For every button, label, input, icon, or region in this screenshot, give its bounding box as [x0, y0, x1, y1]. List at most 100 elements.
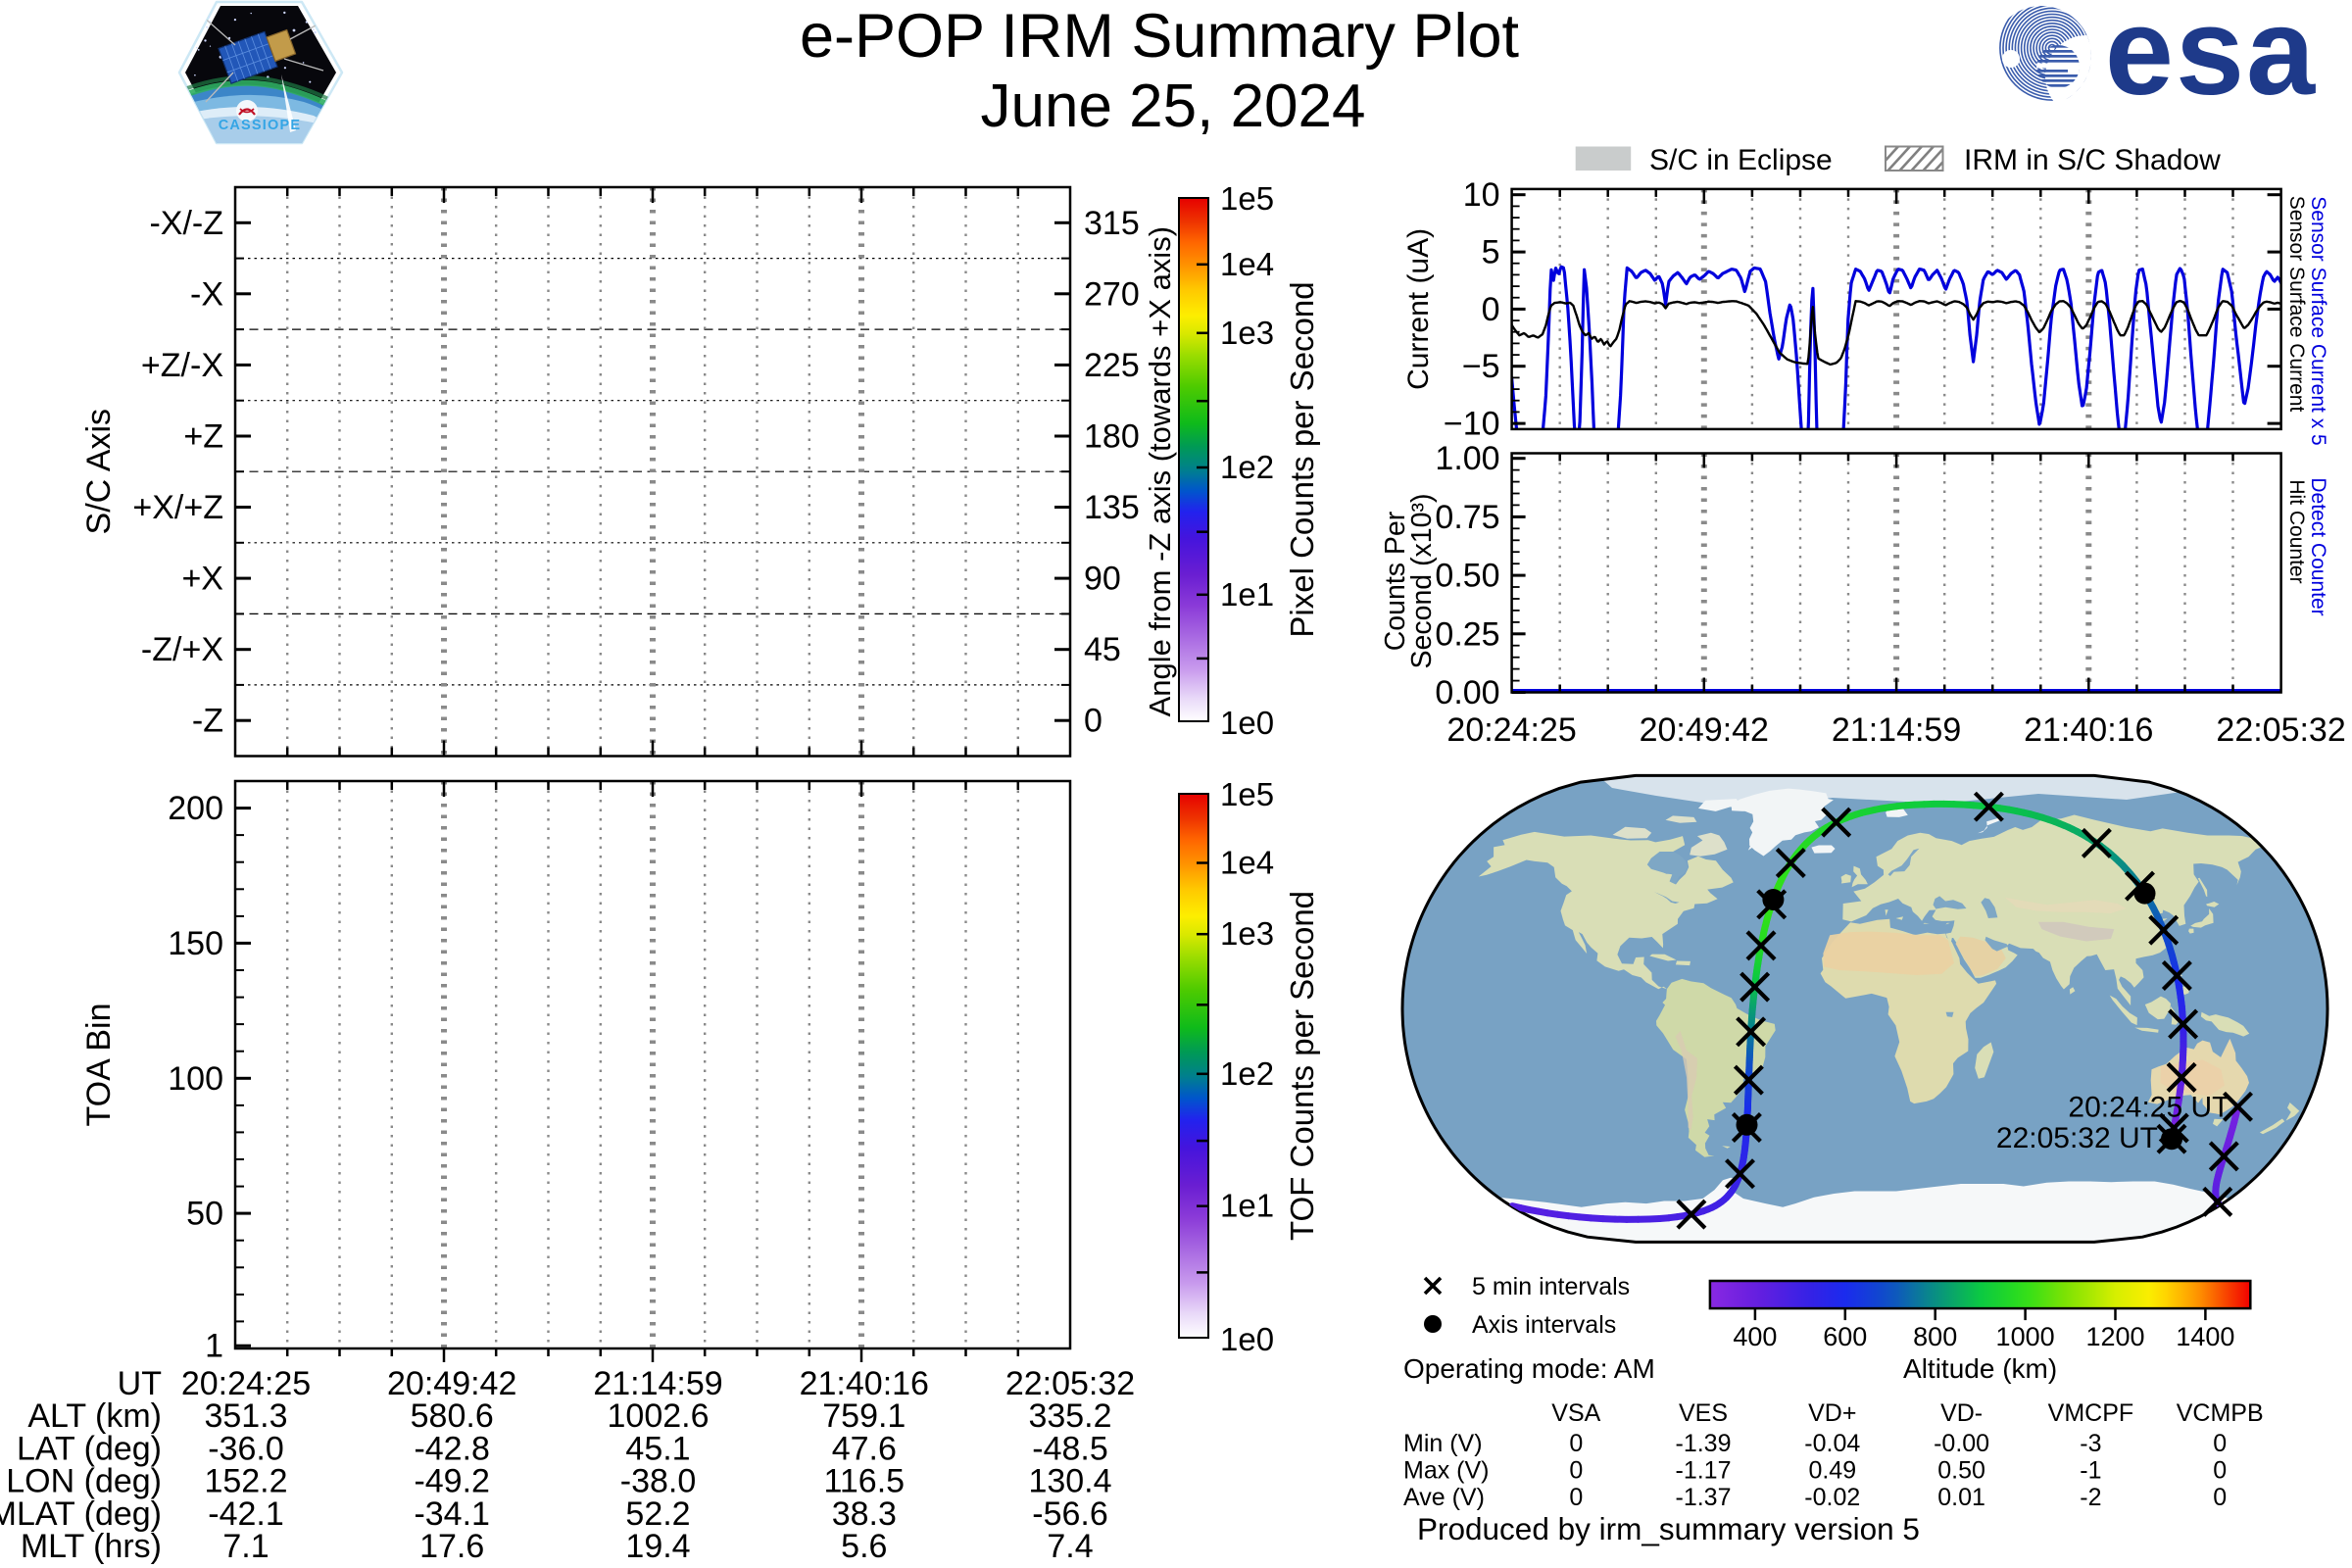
svg-text:1.00: 1.00 [1435, 440, 1499, 477]
svg-text:5.6: 5.6 [841, 1528, 887, 1565]
svg-text:S/C in Eclipse: S/C in Eclipse [1649, 144, 1833, 176]
svg-text:0.25: 0.25 [1435, 615, 1499, 653]
svg-text:-56.6: -56.6 [1032, 1495, 1108, 1533]
svg-text:UT: UT [118, 1365, 162, 1402]
svg-text:200: 200 [168, 790, 223, 827]
svg-text:-1: -1 [2080, 1457, 2101, 1485]
svg-text:-Z: -Z [192, 703, 223, 740]
svg-text:0: 0 [1569, 1484, 1583, 1511]
svg-text:+Z/-X: +Z/-X [141, 347, 223, 384]
svg-text:225: 225 [1084, 347, 1140, 384]
svg-text:-36.0: -36.0 [208, 1430, 284, 1467]
svg-text:−10: −10 [1444, 406, 1500, 443]
svg-text:Angle from -Z axis (towards +X: Angle from -Z axis (towards +X axis) [1143, 226, 1177, 716]
svg-text:Produced by irm_summary versio: Produced by irm_summary version 5 [1417, 1511, 1920, 1546]
svg-text:1e0: 1e0 [1220, 705, 1274, 741]
svg-text:VD+: VD+ [1808, 1399, 1856, 1427]
svg-text:VES: VES [1679, 1399, 1728, 1427]
svg-text:+X/+Z: +X/+Z [132, 489, 223, 526]
svg-text:-42.1: -42.1 [208, 1495, 284, 1533]
svg-text:-X: -X [190, 275, 223, 313]
svg-text:Counts Per: Counts Per [1380, 511, 1411, 651]
svg-text:Current (uA): Current (uA) [1402, 228, 1435, 390]
svg-text:Operating mode: AM: Operating mode: AM [1403, 1353, 1655, 1384]
svg-text:Sensor Surface Current x 5: Sensor Surface Current x 5 [2307, 196, 2329, 445]
svg-text:June 25, 2024: June 25, 2024 [980, 73, 1365, 140]
svg-text:-0.00: -0.00 [1934, 1430, 1989, 1457]
svg-text:-3: -3 [2080, 1430, 2101, 1457]
svg-text:0: 0 [2213, 1430, 2227, 1457]
svg-text:-1.37: -1.37 [1676, 1484, 1732, 1511]
svg-text:7.4: 7.4 [1047, 1528, 1093, 1565]
svg-text:1e0: 1e0 [1220, 1321, 1274, 1357]
svg-text:152.2: 152.2 [204, 1463, 287, 1500]
svg-text:1: 1 [205, 1328, 223, 1365]
svg-text:0.50: 0.50 [1435, 558, 1499, 595]
svg-text:Altitude (km): Altitude (km) [1903, 1353, 2057, 1384]
svg-text:-38.0: -38.0 [620, 1463, 697, 1500]
svg-text:1e5: 1e5 [1220, 776, 1274, 812]
svg-text:-X/-Z: -X/-Z [149, 205, 223, 242]
svg-text:21:14:59: 21:14:59 [593, 1365, 722, 1402]
svg-text:LON (deg): LON (deg) [6, 1463, 162, 1500]
svg-text:0.75: 0.75 [1435, 499, 1499, 536]
svg-text:17.6: 17.6 [419, 1528, 484, 1565]
svg-text:351.3: 351.3 [204, 1397, 287, 1435]
svg-text:22:05:32: 22:05:32 [1005, 1365, 1135, 1402]
svg-text:1200: 1200 [2085, 1322, 2144, 1351]
svg-text:0: 0 [1084, 703, 1102, 740]
svg-text:1002.6: 1002.6 [608, 1397, 710, 1435]
svg-text:-49.2: -49.2 [414, 1463, 490, 1500]
svg-text:1e4: 1e4 [1220, 246, 1274, 282]
svg-text:0: 0 [1569, 1430, 1583, 1457]
svg-text:47.6: 47.6 [832, 1430, 897, 1467]
svg-text:1e2: 1e2 [1220, 449, 1274, 485]
svg-text:1e2: 1e2 [1220, 1055, 1274, 1092]
svg-text:1e3: 1e3 [1220, 315, 1274, 351]
svg-text:1e3: 1e3 [1220, 915, 1274, 952]
svg-text:-48.5: -48.5 [1032, 1430, 1108, 1467]
svg-text:50: 50 [186, 1196, 223, 1233]
svg-text:TOF Counts per Second: TOF Counts per Second [1284, 891, 1320, 1241]
svg-text:21:40:16: 21:40:16 [800, 1365, 929, 1402]
svg-text:esa: esa [2105, 0, 2317, 121]
svg-text:1e1: 1e1 [1220, 576, 1274, 612]
svg-text:20:24:25: 20:24:25 [181, 1365, 311, 1402]
svg-text:10: 10 [1463, 176, 1500, 214]
svg-text:ALT (km): ALT (km) [27, 1397, 162, 1435]
svg-text:1e4: 1e4 [1220, 845, 1274, 881]
svg-text:-2: -2 [2080, 1484, 2101, 1511]
svg-text:0.50: 0.50 [1937, 1457, 1985, 1485]
svg-text:580.6: 580.6 [411, 1397, 494, 1435]
svg-text:130.4: 130.4 [1028, 1463, 1111, 1500]
svg-text:20:24:25 UT: 20:24:25 UT [2068, 1091, 2230, 1123]
svg-text:S/C Axis: S/C Axis [80, 409, 118, 534]
svg-text:Detect Counter: Detect Counter [2307, 477, 2329, 615]
svg-text:270: 270 [1084, 275, 1140, 313]
svg-text:MLAT (deg): MLAT (deg) [0, 1495, 162, 1533]
svg-text:-Z/+X: -Z/+X [141, 631, 223, 668]
svg-text:1000: 1000 [1996, 1322, 2055, 1351]
svg-text:20:49:42: 20:49:42 [387, 1365, 516, 1402]
svg-text:20:24:25: 20:24:25 [1446, 711, 1576, 749]
svg-text:Min (V): Min (V) [1403, 1430, 1483, 1457]
svg-text:800: 800 [1913, 1322, 1957, 1351]
svg-text:5: 5 [1482, 234, 1500, 271]
svg-text:VCMPB: VCMPB [2177, 1399, 2264, 1427]
svg-text:0: 0 [1482, 291, 1500, 328]
svg-text:116.5: 116.5 [824, 1463, 906, 1500]
svg-text:7.1: 7.1 [222, 1528, 269, 1565]
svg-text:100: 100 [168, 1060, 223, 1098]
svg-text:45: 45 [1084, 631, 1121, 668]
svg-text:1400: 1400 [2176, 1322, 2234, 1351]
svg-text:38.3: 38.3 [832, 1495, 897, 1533]
svg-text:90: 90 [1084, 561, 1121, 598]
svg-text:1e1: 1e1 [1220, 1188, 1274, 1224]
svg-text:0.49: 0.49 [1808, 1457, 1856, 1485]
svg-text:Max (V): Max (V) [1403, 1457, 1490, 1485]
svg-text:335.2: 335.2 [1028, 1397, 1111, 1435]
svg-text:VSA: VSA [1551, 1399, 1600, 1427]
svg-text:Sensor Surface Current: Sensor Surface Current [2285, 196, 2308, 413]
svg-text:Ave (V): Ave (V) [1403, 1484, 1485, 1511]
svg-text:22:05:32 UT: 22:05:32 UT [1996, 1122, 2158, 1154]
